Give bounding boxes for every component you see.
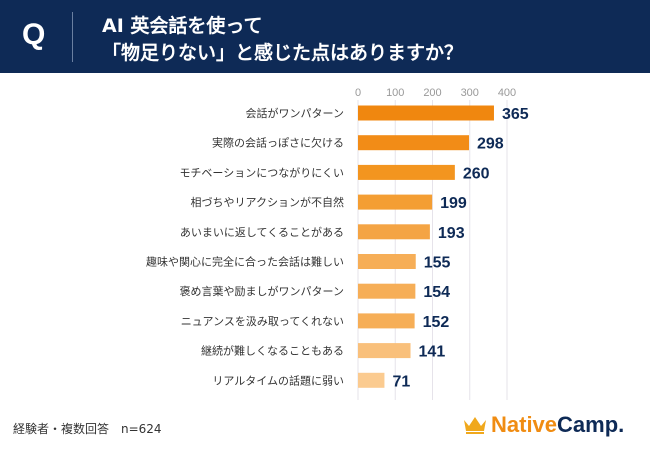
bar	[358, 372, 385, 388]
sample-note: 経験者・複数回答 n=624	[13, 422, 162, 436]
logo-text-native: Native	[491, 412, 558, 437]
divider	[72, 12, 73, 62]
nativecamp-logo: Native Camp.	[462, 412, 624, 438]
bar	[358, 135, 470, 151]
bar	[358, 283, 416, 299]
value-label: 193	[438, 225, 465, 242]
value-label: 298	[477, 136, 504, 153]
bar	[358, 164, 455, 180]
x-tick-label: 200	[423, 87, 441, 99]
category-label: 継続が難しくなることもある	[201, 344, 344, 358]
x-tick-label: 400	[498, 87, 516, 99]
x-tick-label: 0	[355, 87, 361, 99]
header-banner: Q AI 英会話を使って 「物足りない」と感じた点はありますか？	[0, 0, 650, 73]
category-label: 実際の会話っぽさに欠ける	[212, 136, 344, 150]
category-label: リアルタイムの話題に弱い	[212, 373, 344, 387]
bar	[358, 194, 433, 210]
q-label: Q	[22, 18, 46, 51]
bar	[358, 343, 411, 359]
category-label: 趣味や関心に完全に合った会話は難しい	[146, 255, 344, 269]
category-label: 褒め言葉や励ましがワンパターン	[180, 284, 344, 298]
value-label: 199	[440, 195, 467, 212]
value-label: 154	[423, 284, 450, 301]
title-line-1: AI 英会話を使って	[102, 15, 263, 37]
value-label: 152	[423, 314, 450, 331]
category-label: 相づちやリアクションが不自然	[191, 195, 344, 209]
category-label: あいまいに返してくることがある	[180, 225, 344, 239]
title-line-2: 「物足りない」と感じた点はありますか？	[102, 42, 464, 64]
category-label: モチベーションにつながりにくい	[179, 165, 344, 179]
value-label: 365	[502, 106, 529, 123]
crown-icon	[464, 417, 486, 434]
bar	[358, 105, 494, 121]
value-label: 71	[392, 373, 410, 390]
bar-chart: 0 100 200 300 400 会話がワンパターン 365 実際の会話っぽさに欠ける 298…	[146, 87, 529, 400]
value-label: 155	[424, 255, 451, 272]
bar	[358, 254, 416, 269]
x-tick-label: 300	[461, 87, 479, 99]
x-tick-label: 100	[386, 87, 404, 99]
value-label: 141	[419, 344, 446, 361]
bar	[358, 224, 430, 240]
bar	[358, 313, 415, 329]
category-label: ニュアンスを汲み取ってくれない	[181, 315, 344, 328]
category-label: 会話がワンパターン	[246, 106, 344, 120]
value-label: 260	[463, 165, 490, 182]
logo-text-camp: Camp.	[557, 412, 625, 437]
